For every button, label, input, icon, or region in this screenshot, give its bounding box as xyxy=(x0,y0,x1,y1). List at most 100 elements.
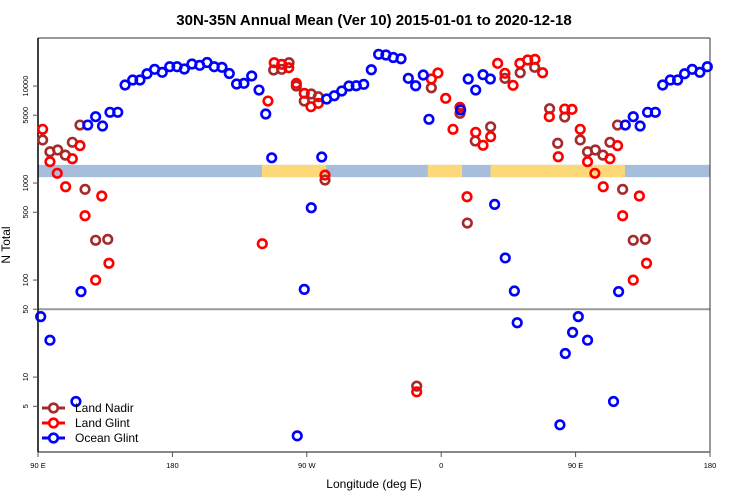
data-point xyxy=(60,181,72,193)
land-sea-strip xyxy=(38,164,710,178)
data-point xyxy=(572,311,584,323)
data-point xyxy=(462,73,474,85)
data-point xyxy=(597,181,609,193)
data-point xyxy=(82,119,94,131)
data-point xyxy=(134,74,146,86)
data-point xyxy=(639,233,651,245)
y-tick-label: 5 xyxy=(21,404,30,408)
data-point xyxy=(298,87,310,99)
y-tick-label: 5000 xyxy=(21,107,30,124)
data-point xyxy=(508,285,520,297)
data-point xyxy=(552,137,564,149)
data-point xyxy=(499,72,511,84)
data-point xyxy=(461,191,473,203)
data-point xyxy=(260,108,272,120)
legend-item: Land Glint xyxy=(42,416,130,430)
data-point xyxy=(312,97,324,109)
data-point xyxy=(305,202,317,214)
land-strip-segment xyxy=(490,164,625,178)
data-point xyxy=(410,80,422,92)
data-point xyxy=(470,84,482,96)
data-point xyxy=(627,234,639,246)
chart-title: 30N-35N Annual Mean (Ver 10) 2015-01-01 … xyxy=(176,12,571,29)
data-point xyxy=(589,144,601,156)
data-point xyxy=(216,61,228,73)
y-tick-label: 10 xyxy=(21,373,30,381)
data-point xyxy=(617,210,629,222)
data-point xyxy=(492,57,504,69)
data-point xyxy=(607,395,620,408)
data-point xyxy=(44,156,56,168)
data-point xyxy=(581,156,594,168)
data-point xyxy=(52,144,64,156)
data-point xyxy=(671,74,684,86)
data-point xyxy=(574,123,586,135)
data-point xyxy=(365,64,377,76)
data-point xyxy=(74,140,86,152)
legend-marker xyxy=(47,432,60,444)
series-land-nadir xyxy=(37,57,651,392)
data-point xyxy=(455,104,467,116)
series-land-glint xyxy=(37,53,653,398)
data-point xyxy=(103,257,115,269)
data-point xyxy=(246,70,258,82)
data-point xyxy=(79,210,91,222)
data-point xyxy=(657,79,669,91)
data-point xyxy=(102,233,114,245)
data-point xyxy=(619,119,631,131)
data-point xyxy=(298,283,310,295)
data-point xyxy=(567,326,579,338)
data-point xyxy=(589,167,601,179)
data-point xyxy=(581,334,594,346)
legend-marker xyxy=(47,417,60,429)
data-point xyxy=(613,286,625,298)
legend-item: Ocean Glint xyxy=(42,431,139,445)
data-point xyxy=(485,121,497,133)
data-point xyxy=(358,78,370,90)
data-point xyxy=(90,111,102,123)
data-point xyxy=(411,386,423,398)
data-point xyxy=(66,153,78,165)
x-tick-label: 180 xyxy=(704,461,717,470)
data-point xyxy=(319,174,331,186)
y-tick-label: 10000 xyxy=(21,76,30,97)
data-point xyxy=(485,131,497,143)
data-point xyxy=(262,95,274,107)
data-point xyxy=(79,183,91,195)
data-point xyxy=(489,198,501,210)
data-point xyxy=(633,190,645,202)
data-point xyxy=(627,111,639,123)
data-point xyxy=(529,53,541,65)
legend-label: Land Nadir xyxy=(75,401,134,415)
data-point xyxy=(96,120,109,132)
data-point xyxy=(461,217,473,229)
data-point xyxy=(328,90,340,102)
data-point xyxy=(395,53,407,65)
data-point xyxy=(283,62,295,74)
data-point xyxy=(90,234,102,246)
legend-item: Land Nadir xyxy=(42,401,134,415)
data-point xyxy=(119,79,131,91)
data-point xyxy=(701,61,713,73)
data-point xyxy=(425,82,437,94)
data-point xyxy=(470,126,482,138)
data-point xyxy=(511,317,523,329)
data-point xyxy=(611,140,624,152)
data-point xyxy=(440,92,452,104)
data-point xyxy=(90,274,102,286)
data-point xyxy=(507,79,519,91)
data-point xyxy=(96,190,108,202)
data-point xyxy=(256,238,268,250)
data-point xyxy=(290,77,302,89)
data-point xyxy=(402,72,414,84)
y-tick-label: 50 xyxy=(21,305,30,313)
data-point xyxy=(640,257,653,269)
data-point xyxy=(411,380,423,392)
data-point xyxy=(617,183,629,195)
data-point xyxy=(423,113,435,125)
x-tick-label: 90 W xyxy=(298,461,316,470)
data-point xyxy=(432,67,444,79)
y-axis-label: N Total xyxy=(0,226,13,263)
land-strip-segment xyxy=(427,164,463,178)
x-axis-label: Longitude (deg E) xyxy=(326,477,421,491)
